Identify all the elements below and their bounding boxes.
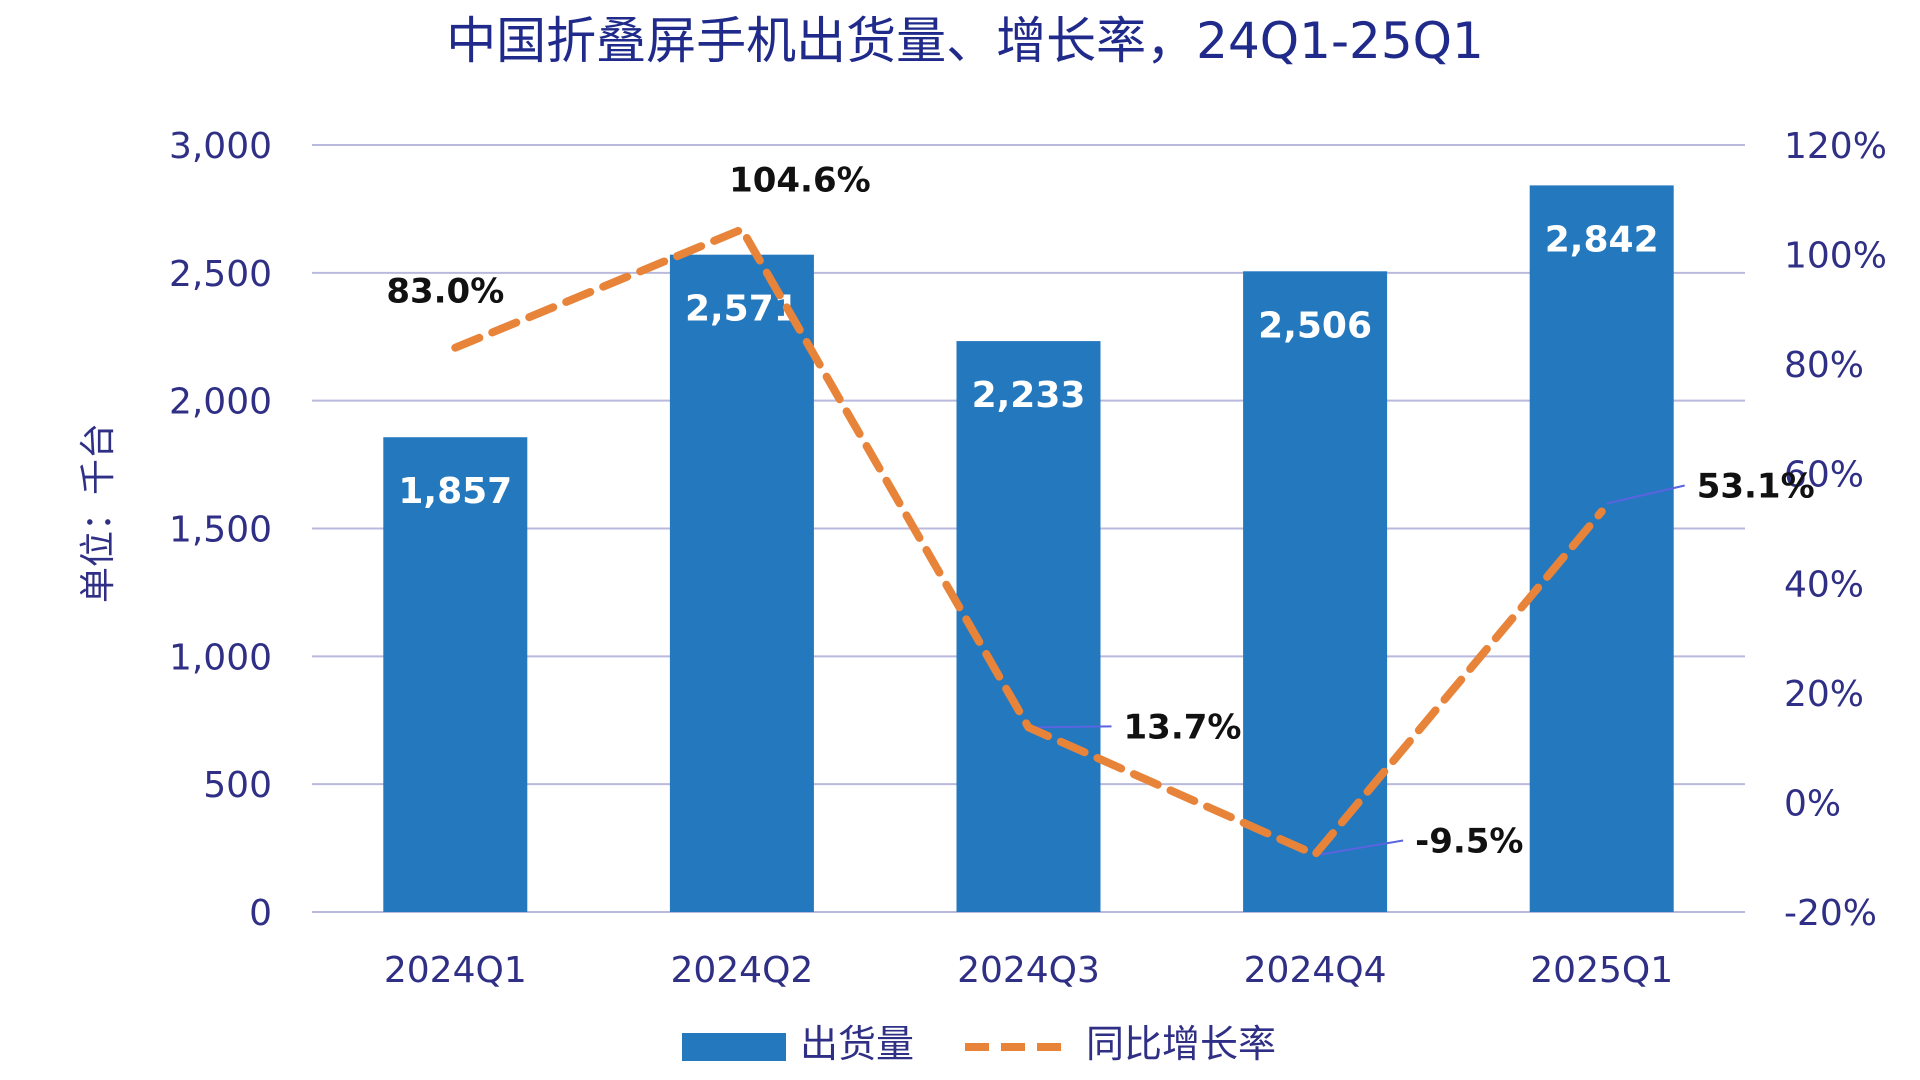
category-label: 2024Q1 xyxy=(384,950,527,991)
bar xyxy=(1529,185,1674,913)
line-layer: 83.0% 104.6% 13.7% -9.5% 53.1% xyxy=(386,160,1814,861)
line-value-label: 13.7% xyxy=(1124,707,1242,747)
right-tick-label: -20% xyxy=(1784,893,1877,934)
data-label-leader-line xyxy=(1606,484,1685,505)
legend-label-line: 同比增长率 xyxy=(1086,1022,1276,1066)
bar-value-label: 2,842 xyxy=(1545,219,1659,260)
left-tick-label: 2,500 xyxy=(169,254,272,295)
category-label: 2025Q1 xyxy=(1530,950,1673,991)
growth-rate-line xyxy=(451,225,1606,859)
left-tick-label: 0 xyxy=(249,893,272,934)
category-label: 2024Q3 xyxy=(957,950,1100,991)
bar-value-label: 2,233 xyxy=(972,375,1086,416)
y-axis-label: 单位：千台 xyxy=(78,423,119,603)
bar xyxy=(669,254,814,912)
left-tick-label: 1,000 xyxy=(169,637,272,678)
chart-title: 中国折叠屏手机出货量、增长率，24Q1-25Q1 xyxy=(446,12,1484,70)
left-tick-label: 2,000 xyxy=(169,382,272,423)
right-tick-labels: -20% 0% 20% 40% 60% 80% 100% 120% xyxy=(1784,126,1887,934)
bar xyxy=(956,341,1101,913)
legend-swatch-bar xyxy=(682,1033,786,1061)
right-tick-label: 40% xyxy=(1784,564,1864,605)
left-tick-labels: 0 500 1,000 1,500 2,000 2,500 3,000 xyxy=(169,126,272,934)
legend-label-bar: 出货量 xyxy=(800,1022,914,1066)
bar xyxy=(1243,271,1388,913)
right-tick-label: 80% xyxy=(1784,345,1864,386)
line-value-label: 104.6% xyxy=(729,160,871,200)
left-tick-label: 1,500 xyxy=(169,510,272,551)
right-tick-label: 0% xyxy=(1784,783,1841,824)
right-tick-label: 120% xyxy=(1784,126,1887,167)
line-value-label: 53.1% xyxy=(1697,467,1815,507)
data-label-leader-line xyxy=(1033,725,1112,729)
category-label: 2024Q4 xyxy=(1244,950,1387,991)
right-tick-label: 100% xyxy=(1784,236,1887,277)
right-tick-label: 20% xyxy=(1784,674,1864,715)
bar-value-label: 1,857 xyxy=(398,471,512,512)
line-value-label: 83.0% xyxy=(386,272,504,312)
legend: 出货量 同比增长率 xyxy=(682,1022,1276,1066)
bar-value-label: 2,506 xyxy=(1258,305,1372,346)
left-tick-label: 3,000 xyxy=(169,126,272,167)
right-tick-label: 60% xyxy=(1784,455,1864,496)
bar xyxy=(383,437,528,912)
data-label-leader-line xyxy=(1319,839,1404,856)
line-value-label: -9.5% xyxy=(1415,821,1523,861)
left-tick-label: 500 xyxy=(203,765,272,806)
category-labels: 2024Q1 2024Q2 2024Q3 2024Q4 2025Q1 xyxy=(384,950,1673,991)
category-label: 2024Q2 xyxy=(670,950,813,991)
